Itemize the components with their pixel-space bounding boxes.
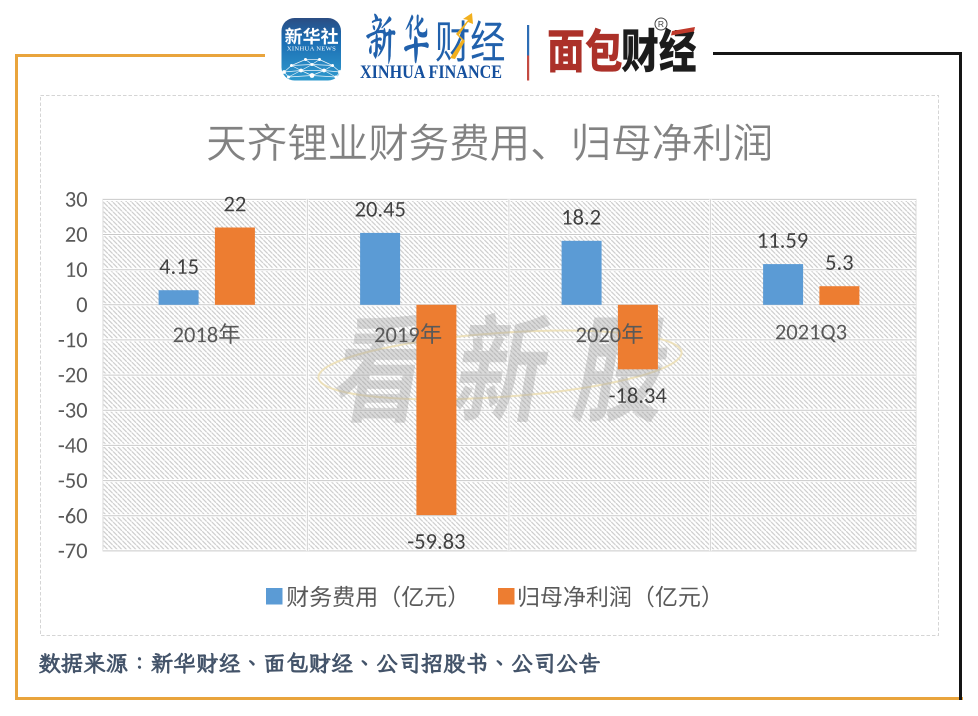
svg-text:XINHUA NEWS: XINHUA NEWS (287, 46, 336, 53)
svg-text:XINHUA FINANCE: XINHUA FINANCE (360, 62, 502, 83)
svg-text:R: R (658, 19, 664, 29)
